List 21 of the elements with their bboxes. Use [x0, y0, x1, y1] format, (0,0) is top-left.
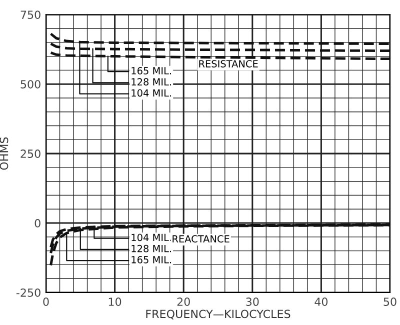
x-tick-label: 40: [314, 298, 328, 306]
annotation: 128 MIL.: [132, 78, 171, 86]
annotation: 104 MIL.: [132, 89, 171, 97]
annotation: 104 MIL.: [132, 234, 171, 242]
annotation: 128 MIL.: [132, 244, 171, 252]
y-axis-title: OHMS: [0, 137, 8, 170]
y-tick-label: -250: [16, 288, 40, 297]
y-tick-label: 250: [20, 150, 40, 158]
x-tick-label: 10: [108, 298, 122, 306]
x-axis-title: FREQUENCY—KILOCYCLES: [146, 310, 290, 320]
x-tick-label: 50: [384, 298, 396, 306]
x-tick-label: 30: [246, 298, 259, 306]
annotation: REACTANCE: [172, 235, 230, 243]
annotation: 165 MIL.: [132, 67, 171, 74]
y-tick-label: 0: [34, 219, 40, 228]
x-tick-label: 0: [43, 298, 49, 306]
annotation: RESISTANCE: [199, 60, 258, 68]
x-tick-label: 20: [177, 298, 190, 306]
y-tick-label: 500: [20, 80, 40, 88]
y-tick-label: 750: [20, 10, 40, 20]
annotation: 165 MIL.: [132, 256, 171, 264]
